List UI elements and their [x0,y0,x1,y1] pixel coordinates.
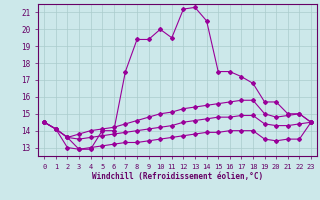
X-axis label: Windchill (Refroidissement éolien,°C): Windchill (Refroidissement éolien,°C) [92,172,263,181]
